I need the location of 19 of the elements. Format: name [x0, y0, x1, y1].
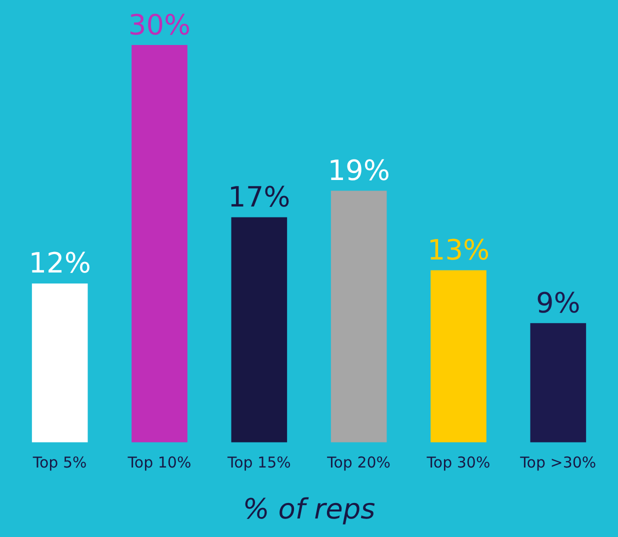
bar: [330, 190, 387, 442]
x-tick-label: Top >30%: [519, 453, 596, 472]
data-label: 19%: [328, 154, 390, 187]
data-label: 17%: [228, 180, 290, 214]
data-label: 9%: [536, 286, 580, 320]
bar: [132, 45, 188, 442]
data-label: 12%: [28, 246, 91, 280]
x-tick-label: Top 30%: [426, 453, 490, 472]
x-axis-title: % of reps: [242, 492, 376, 526]
bar: [231, 217, 288, 442]
data-label: 13%: [427, 233, 490, 266]
x-tick-label: Top 10%: [126, 453, 192, 472]
data-label: 30%: [128, 8, 191, 42]
bar: [430, 270, 486, 442]
x-tick-label: Top 15%: [226, 453, 291, 472]
bar: [530, 323, 586, 442]
x-tick-label: Top 5%: [32, 453, 87, 472]
bar: [32, 283, 88, 442]
x-tick-label: Top 20%: [326, 453, 391, 472]
